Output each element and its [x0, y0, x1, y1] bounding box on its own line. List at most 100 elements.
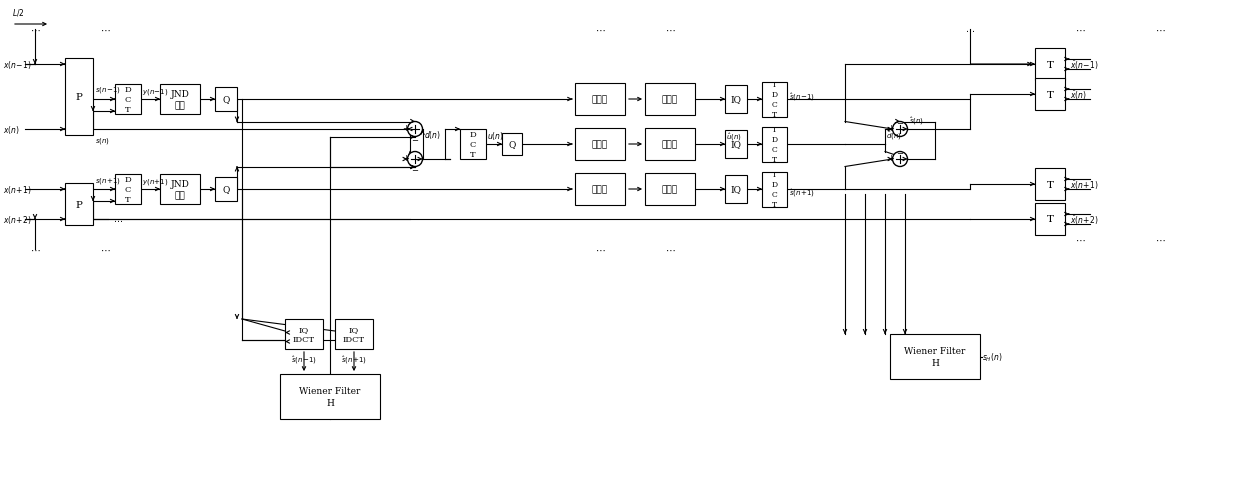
Bar — [335, 319, 373, 349]
Text: $y(n\!-\!1)$: $y(n\!-\!1)$ — [143, 87, 169, 97]
Text: $\hat{s}(n\!-\!1)$: $\hat{s}(n\!-\!1)$ — [291, 354, 317, 365]
Bar — [502, 134, 522, 156]
Bar — [1035, 79, 1065, 111]
Text: T: T — [1047, 180, 1054, 189]
Bar — [575, 129, 625, 161]
Text: 熵解码: 熵解码 — [662, 140, 678, 149]
Bar — [285, 319, 322, 349]
Bar — [645, 174, 694, 206]
Text: +: + — [888, 154, 894, 163]
Bar — [215, 88, 237, 112]
Bar — [575, 84, 625, 116]
Bar — [890, 334, 980, 379]
Text: IQ: IQ — [730, 140, 742, 149]
Bar — [1035, 204, 1065, 236]
Text: $\cdots$: $\cdots$ — [30, 25, 41, 35]
Text: +: + — [403, 154, 409, 163]
Circle shape — [408, 122, 423, 137]
Text: $\hat{x}(n\!-\!1)$: $\hat{x}(n\!-\!1)$ — [1070, 58, 1099, 72]
Text: D
C
T: D C T — [125, 176, 131, 203]
Text: P: P — [76, 93, 82, 102]
Text: $\cdots$: $\cdots$ — [30, 244, 41, 255]
Text: $x(n\!-\!1)$: $x(n\!-\!1)$ — [2, 59, 31, 71]
Text: P: P — [76, 200, 82, 209]
Text: JND
处理: JND 处理 — [171, 90, 190, 110]
Text: $\hat{s}(n\!+\!1)$: $\hat{s}(n\!+\!1)$ — [341, 354, 367, 365]
Text: $-$: $-$ — [412, 164, 419, 173]
Text: Q: Q — [222, 185, 229, 194]
Text: I
D
C
T: I D C T — [771, 171, 777, 208]
Bar — [763, 127, 787, 162]
Text: 熵编码: 熵编码 — [591, 95, 608, 104]
Text: $\cdots$: $\cdots$ — [99, 25, 110, 35]
Text: $d(n)$: $d(n)$ — [424, 129, 440, 141]
Text: $\hat{d}(n)$: $\hat{d}(n)$ — [887, 129, 901, 142]
Text: $\cdots$: $\cdots$ — [665, 25, 676, 35]
Text: $\cdots$: $\cdots$ — [665, 244, 676, 255]
Text: D
C
T: D C T — [470, 131, 476, 158]
Text: I
D
C
T: I D C T — [771, 126, 777, 164]
Text: $y(n\!+\!1)$: $y(n\!+\!1)$ — [143, 177, 169, 187]
Text: $\cdots$: $\cdots$ — [595, 25, 605, 35]
Text: $\hat{u}(n)$: $\hat{u}(n)$ — [725, 131, 742, 143]
Text: JND
处理: JND 处理 — [171, 180, 190, 199]
Bar — [645, 84, 694, 116]
Bar — [160, 175, 200, 205]
Text: $\hat{x}(n\!+\!2)$: $\hat{x}(n\!+\!2)$ — [1070, 213, 1099, 226]
Text: $-$: $-$ — [897, 147, 904, 156]
Text: I
D
C
T: I D C T — [771, 81, 777, 119]
Bar — [64, 59, 93, 136]
Text: 熵解码: 熵解码 — [662, 95, 678, 104]
Text: $-$: $-$ — [897, 117, 904, 126]
Text: $\cdots$: $\cdots$ — [99, 244, 110, 255]
Bar — [115, 85, 141, 115]
Text: $\hat{x}(n\!+\!1)$: $\hat{x}(n\!+\!1)$ — [1070, 178, 1099, 191]
Text: $s(n\!-\!1)$: $s(n\!-\!1)$ — [94, 85, 120, 95]
Bar — [64, 183, 93, 226]
Text: $s_H(n)$: $s_H(n)$ — [982, 350, 1002, 363]
Bar — [160, 85, 200, 115]
Text: 熵解码: 熵解码 — [662, 185, 678, 194]
Text: D
C
T: D C T — [125, 86, 131, 114]
Text: $s(n\!+\!1)$: $s(n\!+\!1)$ — [94, 176, 120, 186]
Text: Q: Q — [222, 95, 229, 104]
Bar — [1035, 168, 1065, 200]
Text: $\cdots$: $\cdots$ — [1154, 235, 1166, 244]
Text: $\hat{s}(n\!+\!1)$: $\hat{s}(n\!+\!1)$ — [789, 187, 815, 198]
Text: Q: Q — [508, 140, 516, 149]
Text: T: T — [1047, 60, 1054, 69]
Text: $\cdots$: $\cdots$ — [1075, 235, 1085, 244]
Text: IQ
IDCT: IQ IDCT — [343, 325, 365, 343]
Text: +: + — [888, 124, 894, 133]
Bar — [115, 175, 141, 205]
Text: 熵编码: 熵编码 — [591, 185, 608, 194]
Text: Wiener Filter
H: Wiener Filter H — [904, 347, 966, 367]
Text: $-$: $-$ — [412, 134, 419, 143]
Text: IQ
IDCT: IQ IDCT — [293, 325, 315, 343]
Text: $x(n)$: $x(n)$ — [2, 124, 20, 136]
Text: $\hat{s}(n)$: $\hat{s}(n)$ — [909, 115, 924, 127]
Text: $x(n\!+\!2)$: $x(n\!+\!2)$ — [2, 213, 31, 226]
Bar — [725, 86, 746, 114]
Text: $\hat{x}(n)$: $\hat{x}(n)$ — [1070, 88, 1087, 102]
Text: $\cdots$: $\cdots$ — [1075, 25, 1085, 35]
Text: IQ: IQ — [730, 185, 742, 194]
Text: $L/2$: $L/2$ — [12, 7, 25, 18]
Bar — [1035, 49, 1065, 81]
Text: IQ: IQ — [730, 95, 742, 104]
Text: $x(n\!+\!1)$: $x(n\!+\!1)$ — [2, 183, 31, 196]
Text: $u(n)$: $u(n)$ — [487, 130, 503, 142]
Text: 熵编码: 熵编码 — [591, 140, 608, 149]
Bar — [280, 374, 379, 419]
Bar — [725, 131, 746, 159]
Text: $\cdots$: $\cdots$ — [1154, 25, 1166, 35]
Circle shape — [408, 152, 423, 167]
Text: $\cdots$: $\cdots$ — [595, 244, 605, 255]
Bar — [763, 82, 787, 117]
Text: +: + — [403, 124, 409, 133]
Text: T: T — [1047, 215, 1054, 224]
Bar — [725, 176, 746, 204]
Text: T: T — [1047, 91, 1054, 99]
Bar — [575, 174, 625, 206]
Circle shape — [893, 152, 908, 167]
